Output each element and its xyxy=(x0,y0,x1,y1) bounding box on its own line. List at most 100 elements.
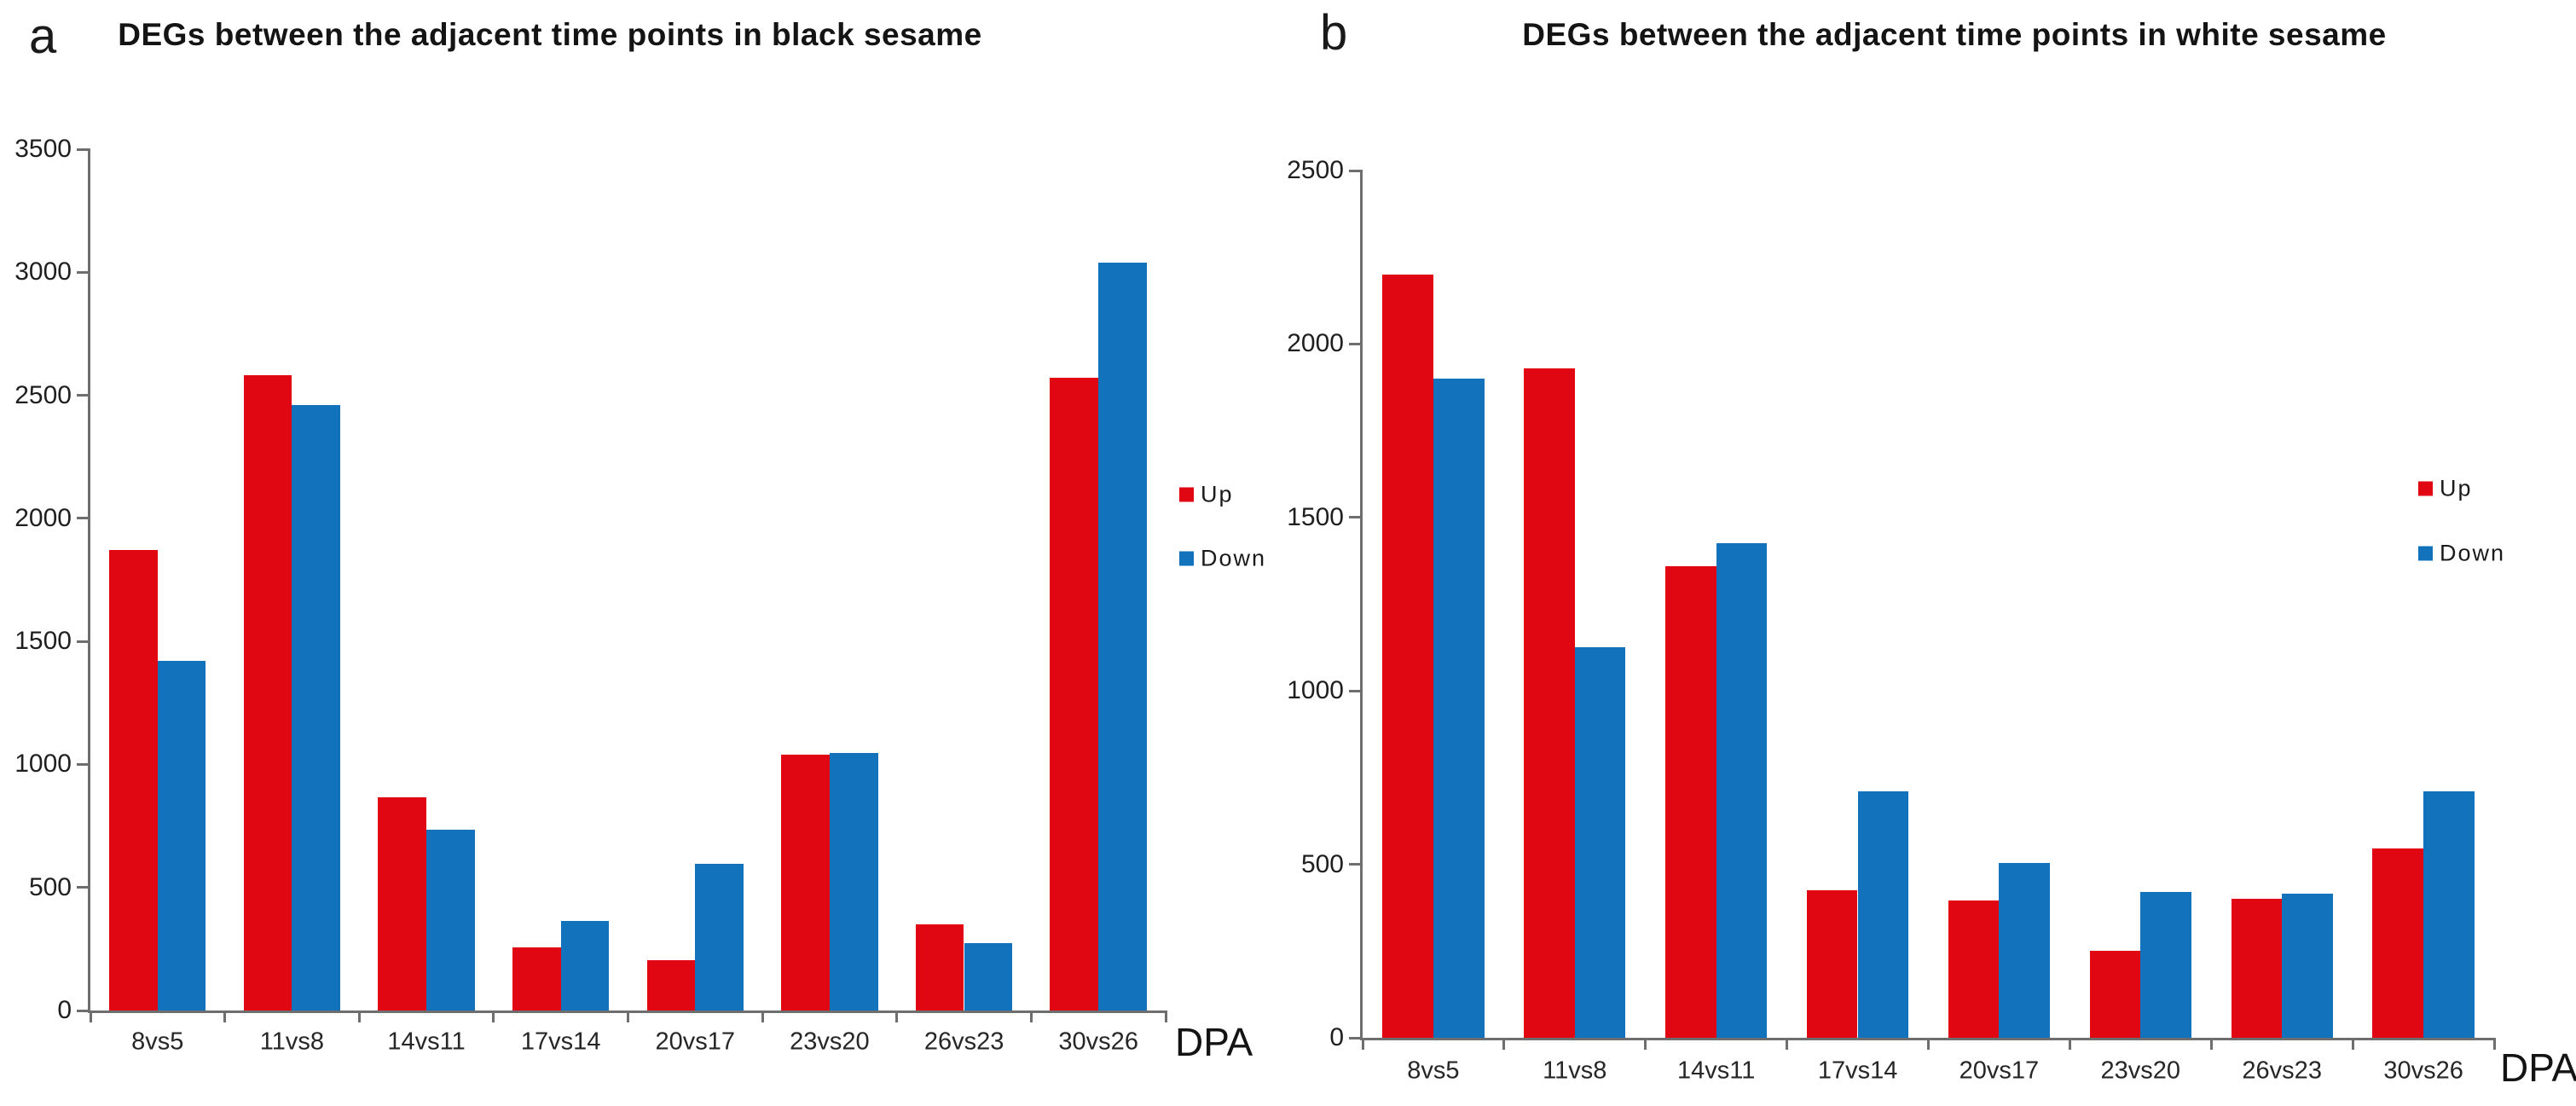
bar-up-23vs20 xyxy=(781,755,830,1010)
bar-down-14vs11 xyxy=(426,830,475,1010)
x-tick-mark xyxy=(1502,1038,1506,1050)
panel-b: b DEGs between the adjacent time points … xyxy=(1279,0,2576,1106)
legend-label-up: Up xyxy=(2440,475,2473,501)
bar-up-8vs5 xyxy=(109,550,158,1010)
legend-swatch-down xyxy=(1179,551,1194,566)
bar-up-14vs11 xyxy=(378,797,426,1010)
legend-item-up: Up xyxy=(2418,477,2538,501)
y-tick-mark xyxy=(77,270,90,274)
y-tick-mark xyxy=(77,762,90,766)
y-tick-label-500: 500 xyxy=(1300,849,1344,878)
x-tick-mark xyxy=(895,1010,899,1022)
y-tick-label-1500: 1500 xyxy=(1287,502,1344,531)
x-tick-mark xyxy=(223,1010,227,1022)
y-tick-label-3000: 3000 xyxy=(14,258,72,287)
y-tick-mark xyxy=(1349,689,1363,692)
y-tick-mark xyxy=(1349,342,1363,345)
bar-up-20vs17 xyxy=(646,960,696,1010)
bar-up-17vs14 xyxy=(1806,890,1858,1038)
x-tick-label-17vs14: 17vs14 xyxy=(520,1028,601,1056)
y-tick-label-1500: 1500 xyxy=(14,627,72,656)
y-tick-label-500: 500 xyxy=(28,872,72,901)
y-tick-mark xyxy=(1349,516,1363,519)
bar-down-23vs20 xyxy=(829,753,878,1010)
bar-up-14vs11 xyxy=(1665,566,1716,1038)
x-axis-unit-label-dpa: DPA xyxy=(2500,1045,2576,1090)
x-tick-label-20vs17: 20vs17 xyxy=(655,1028,736,1056)
bar-down-26vs23 xyxy=(2282,894,2333,1038)
x-tick-mark xyxy=(1644,1038,1647,1050)
y-tick-mark xyxy=(77,517,90,520)
x-tick-label-8vs5: 8vs5 xyxy=(1407,1057,1460,1085)
y-tick-label-0: 0 xyxy=(57,996,72,1024)
bar-up-17vs14 xyxy=(512,947,561,1010)
x-tick-mark xyxy=(1164,1010,1167,1022)
x-tick-label-23vs20: 23vs20 xyxy=(2100,1057,2181,1085)
x-tick-label-11vs8: 11vs8 xyxy=(1543,1057,1607,1085)
panel-label-b: b xyxy=(1320,5,1348,61)
x-tick-mark xyxy=(89,1010,92,1022)
x-tick-label-8vs5: 8vs5 xyxy=(131,1028,184,1056)
x-tick-label-26vs23: 26vs23 xyxy=(923,1028,1004,1056)
x-tick-mark xyxy=(1029,1010,1033,1022)
bar-up-23vs20 xyxy=(2089,951,2141,1038)
x-axis-line xyxy=(1360,1038,2494,1040)
bar-up-11vs8 xyxy=(243,375,292,1010)
bar-down-17vs14 xyxy=(1857,791,1909,1038)
x-tick-label-14vs11: 14vs11 xyxy=(1677,1057,1756,1085)
bar-down-14vs11 xyxy=(1716,543,1768,1038)
bar-down-8vs5 xyxy=(157,661,206,1010)
x-tick-mark xyxy=(2492,1038,2496,1050)
x-tick-label-23vs20: 23vs20 xyxy=(790,1028,870,1056)
y-tick-mark xyxy=(1349,169,1363,172)
y-axis-line xyxy=(1360,171,1363,1040)
chart-title-white-sesame: DEGs between the adjacent time points in… xyxy=(1522,17,2387,52)
bar-down-26vs23 xyxy=(964,943,1013,1010)
legend-item-down: Down xyxy=(1179,547,1299,570)
y-tick-label-3500: 3500 xyxy=(14,135,72,163)
x-tick-mark xyxy=(2209,1038,2213,1050)
bar-up-8vs5 xyxy=(1382,275,1433,1038)
legend-label-down: Down xyxy=(2440,540,2506,566)
x-tick-label-30vs26: 30vs26 xyxy=(2383,1057,2463,1085)
y-tick-mark xyxy=(77,886,90,889)
chart-title-black-sesame: DEGs between the adjacent time points in… xyxy=(118,17,982,52)
y-tick-mark xyxy=(77,1009,90,1012)
panel-a: a DEGs between the adjacent time points … xyxy=(0,0,1279,1106)
bar-down-20vs17 xyxy=(695,864,744,1010)
legend-item-down: Down xyxy=(2418,541,2538,565)
x-tick-label-11vs8: 11vs8 xyxy=(259,1028,325,1056)
x-tick-mark xyxy=(357,1010,361,1022)
bar-down-11vs8 xyxy=(1574,647,1626,1038)
x-axis-unit-label-dpa: DPA xyxy=(1175,1020,1253,1064)
y-tick-label-2000: 2000 xyxy=(1287,329,1344,358)
y-tick-label-2000: 2000 xyxy=(14,503,72,532)
legend-swatch-up xyxy=(1179,487,1194,502)
bar-down-17vs14 xyxy=(560,921,610,1010)
bar-down-8vs5 xyxy=(1433,379,1485,1038)
x-tick-label-20vs17: 20vs17 xyxy=(1959,1057,2040,1085)
x-tick-label-30vs26: 30vs26 xyxy=(1058,1028,1138,1056)
x-axis-line xyxy=(88,1010,1166,1013)
x-tick-mark xyxy=(1361,1038,1364,1050)
legend-item-up: Up xyxy=(1179,483,1299,507)
y-axis-line xyxy=(88,149,90,1013)
bar-down-30vs26 xyxy=(2423,791,2475,1038)
x-tick-label-14vs11: 14vs11 xyxy=(387,1028,466,1056)
x-tick-mark xyxy=(2351,1038,2354,1050)
legend-swatch-up xyxy=(2418,481,2433,496)
x-tick-mark xyxy=(761,1010,764,1022)
x-tick-mark xyxy=(627,1010,629,1022)
bar-down-20vs17 xyxy=(1999,863,2051,1038)
bar-up-11vs8 xyxy=(1524,368,1575,1038)
y-tick-label-1000: 1000 xyxy=(1287,676,1344,705)
bar-up-30vs26 xyxy=(2372,848,2423,1038)
bar-up-26vs23 xyxy=(915,924,964,1010)
bar-up-26vs23 xyxy=(2231,899,2283,1038)
x-tick-mark xyxy=(1927,1038,1930,1050)
x-tick-mark xyxy=(2068,1038,2071,1050)
y-tick-mark xyxy=(1349,1036,1363,1039)
y-tick-label-2500: 2500 xyxy=(14,380,72,409)
y-tick-label-1000: 1000 xyxy=(14,750,72,779)
